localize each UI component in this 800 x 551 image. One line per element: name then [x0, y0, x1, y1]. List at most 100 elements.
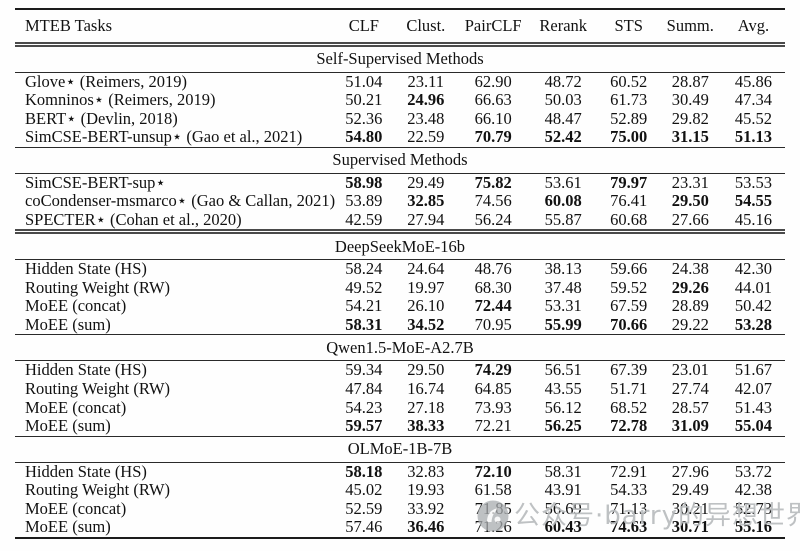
table-row: MoEE (concat) 52.59 33.92 71.85 56.69 71.13 30…: [15, 498, 785, 519]
value-cell: 48.76: [474, 259, 512, 279]
value-cell: 58.18: [345, 461, 383, 481]
column-header-avg: Avg.: [721, 9, 785, 47]
value-cell: 33.92: [407, 498, 445, 518]
column-header-sts: STS: [598, 9, 659, 47]
value-cell: 67.39: [610, 360, 648, 380]
value-cell: 29.22: [671, 314, 709, 334]
table-row: Komninos⋆ (Reimers, 2019) 50.21 24.96 66.63…: [15, 90, 785, 110]
value-cell: 56.24: [474, 209, 512, 229]
table-row: MoEE (sum) 58.31 34.52 70.95 55.99 70.66 29.22…: [15, 314, 785, 335]
value-cell: 47.34: [734, 90, 772, 110]
value-cell: 70.95: [474, 314, 512, 334]
value-cell: 54.80: [345, 127, 383, 147]
value-cell: 44.01: [734, 277, 772, 297]
value-cell: 29.82: [671, 108, 709, 128]
row-label: Routing Weight (RW): [25, 480, 171, 500]
value-cell: 36.46: [407, 517, 445, 537]
table-body: Self-Supervised Methods Glove⋆ (Reimers, …: [15, 44, 785, 538]
table-row: Routing Weight (RW) 47.84 16.74 64.85 43.55 5…: [15, 379, 785, 399]
value-cell: 70.66: [610, 314, 648, 334]
value-cell: 23.11: [407, 71, 445, 91]
value-cell: 56.12: [544, 397, 582, 417]
value-cell: 42.30: [734, 259, 772, 279]
column-header-summ: Summ.: [658, 9, 722, 47]
value-cell: 32.83: [407, 461, 445, 481]
column-header-clf: CLF: [334, 9, 394, 47]
value-cell: 56.25: [544, 416, 582, 436]
value-cell: 26.10: [407, 296, 445, 316]
value-cell: 24.96: [407, 90, 445, 110]
table-row: Glove⋆ (Reimers, 2019) 51.04 23.11 62.90 48.…: [15, 72, 785, 91]
header-row: MTEB Tasks CLF Clust. PairCLF Rerank STS…: [15, 9, 785, 47]
value-cell: 72.91: [610, 461, 648, 481]
value-cell: 60.52: [610, 71, 648, 91]
value-cell: 24.38: [671, 259, 709, 279]
section-title: Supervised Methods: [15, 146, 785, 174]
value-cell: 75.00: [610, 127, 648, 147]
value-cell: 72.44: [474, 296, 512, 316]
section-title: Self-Supervised Methods: [15, 44, 785, 73]
value-cell: 74.63: [610, 517, 648, 537]
row-label: SimCSE-BERT-sup⋆: [25, 172, 166, 192]
value-cell: 53.72: [734, 461, 772, 481]
value-cell: 52.36: [345, 108, 383, 128]
row-label: Komninos⋆ (Reimers, 2019): [25, 90, 216, 110]
table-row: Hidden State (HS) 58.24 24.64 48.76 38.13 59.…: [15, 260, 785, 279]
value-cell: 29.50: [671, 191, 709, 211]
value-cell: 58.31: [345, 314, 383, 334]
value-cell: 19.97: [407, 277, 445, 297]
mteb-results-table: MTEB Tasks CLF Clust. PairCLF Rerank STS…: [15, 8, 785, 539]
value-cell: 28.89: [671, 296, 709, 316]
value-cell: 56.69: [544, 498, 582, 518]
value-cell: 28.57: [671, 397, 709, 417]
value-cell: 42.07: [734, 379, 772, 399]
value-cell: 52.42: [544, 127, 582, 147]
value-cell: 51.71: [610, 379, 648, 399]
row-label: Hidden State (HS): [25, 461, 147, 481]
value-cell: 31.15: [671, 127, 709, 147]
value-cell: 66.10: [474, 108, 512, 128]
value-cell: 55.04: [734, 416, 772, 436]
value-cell: 54.21: [345, 296, 383, 316]
value-cell: 58.98: [345, 172, 383, 192]
table-row: Hidden State (HS) 58.18 32.83 72.10 58.31 72.…: [15, 462, 785, 481]
value-cell: 53.89: [345, 191, 383, 211]
value-cell: 60.08: [544, 191, 582, 211]
row-label: SimCSE-BERT-unsup⋆ (Gao et al., 2021): [25, 127, 303, 147]
value-cell: 19.93: [407, 480, 445, 500]
row-label: MoEE (concat): [25, 296, 127, 316]
value-cell: 31.09: [671, 416, 709, 436]
value-cell: 27.96: [671, 461, 709, 481]
value-cell: 71.85: [474, 498, 512, 518]
value-cell: 55.99: [544, 314, 582, 334]
value-cell: 30.49: [671, 90, 709, 110]
table-row: Routing Weight (RW) 45.02 19.93 61.58 43.91 5…: [15, 481, 785, 500]
section-title: OLMoE-1B-7B: [15, 435, 785, 463]
column-header-rerank: Rerank: [527, 9, 599, 47]
row-label: Hidden State (HS): [25, 360, 147, 380]
column-header-pairclf: PairCLF: [458, 9, 528, 47]
table-row: MoEE (concat) 54.21 26.10 72.44 53.31 67.59 28…: [15, 297, 785, 316]
value-cell: 58.24: [345, 259, 383, 279]
value-cell: 74.56: [474, 191, 512, 211]
row-label: SPECTER⋆ (Cohan et al., 2020): [25, 209, 242, 229]
value-cell: 72.21: [474, 416, 512, 436]
value-cell: 61.58: [474, 480, 512, 500]
value-cell: 23.48: [407, 108, 445, 128]
table-row: MoEE (concat) 54.23 27.18 73.93 56.12 68.52 28…: [15, 397, 785, 418]
value-cell: 53.61: [544, 172, 582, 192]
value-cell: 57.46: [345, 517, 383, 537]
table-row: Hidden State (HS) 59.34 29.50 74.29 56.51 67.…: [15, 361, 785, 380]
value-cell: 68.30: [474, 277, 512, 297]
value-cell: 34.52: [407, 314, 445, 334]
value-cell: 79.97: [610, 172, 648, 192]
value-cell: 71.13: [610, 498, 648, 518]
value-cell: 32.85: [407, 191, 445, 211]
value-cell: 30.21: [671, 498, 709, 518]
value-cell: 45.16: [734, 209, 772, 229]
table-row: coCondenser-msmarco⋆ (Gao & Callan, 2021…: [15, 192, 785, 211]
value-cell: 51.43: [734, 397, 772, 417]
row-label: MoEE (sum): [25, 416, 111, 436]
value-cell: 30.71: [671, 517, 709, 537]
